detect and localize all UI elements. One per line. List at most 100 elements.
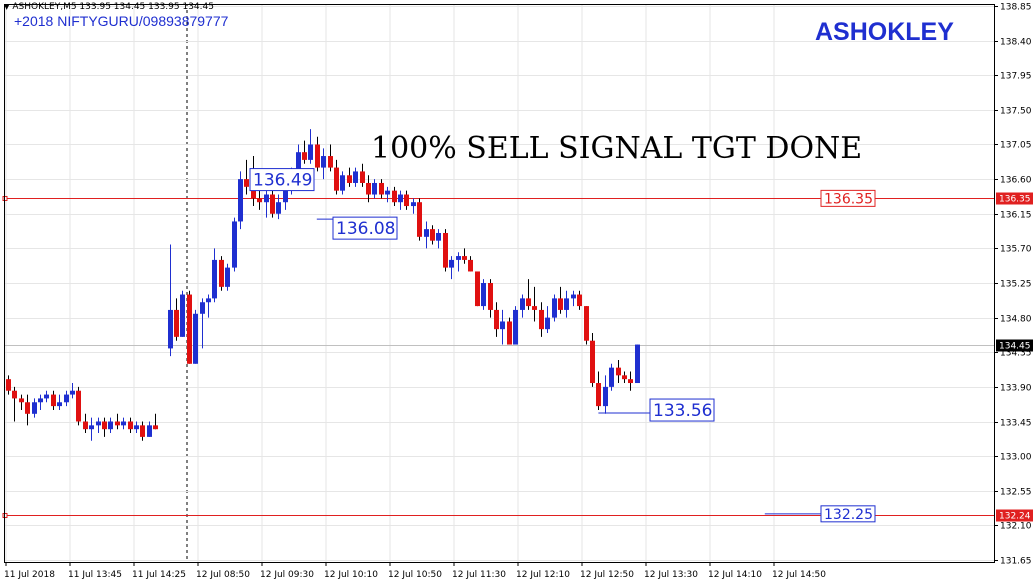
candle-body (417, 202, 422, 237)
candle-body (404, 194, 409, 207)
candle-body (296, 152, 301, 172)
y-tick-label: 137.05 (1000, 141, 1032, 151)
candle-body (115, 421, 120, 426)
candle-body (353, 171, 358, 183)
chart-symbol-title: ASHOKLEY (815, 18, 954, 46)
candle-body (539, 309, 544, 330)
x-tick-label: 11 Jul 2018 (4, 570, 55, 580)
collapse-triangle-icon[interactable]: ▼ (4, 3, 10, 11)
candle-body (168, 309, 173, 349)
x-tick-label: 12 Jul 11:30 (452, 570, 506, 580)
candle-body (70, 390, 75, 395)
y-tick-label: 133.45 (1000, 419, 1032, 429)
candle-body (193, 313, 198, 364)
x-tick-label: 11 Jul 13:45 (68, 570, 122, 580)
y-tick-label: 132.10 (1000, 522, 1032, 532)
candle-body (6, 379, 11, 391)
candle-body (494, 309, 499, 330)
candle-body (430, 229, 435, 241)
y-tick-label: 138.40 (1000, 38, 1032, 48)
candle-body (44, 394, 49, 399)
candle-body (12, 390, 17, 399)
y-tick-label: 132.55 (1000, 488, 1032, 498)
candle-body (283, 190, 288, 203)
x-tick-label: 12 Jul 09:30 (260, 570, 314, 580)
line-price-tag-bg (996, 509, 1033, 522)
plot-frame (4, 4, 995, 563)
candle-body (219, 259, 224, 287)
x-tick-label: 12 Jul 14:10 (708, 570, 762, 580)
y-tick-label: 133.00 (1000, 453, 1032, 463)
x-tick-label: 12 Jul 12:10 (516, 570, 570, 580)
price-label-box (332, 216, 398, 240)
candle-body (398, 194, 403, 203)
candle-body (456, 256, 461, 260)
candle-body (564, 298, 569, 310)
candle-body (526, 298, 531, 307)
candle-body (32, 402, 37, 414)
candle-body (89, 425, 94, 430)
candle-body (411, 202, 416, 207)
candles-layer (6, 129, 640, 441)
symbol-header: ▼ ASHOKLEY,M5 133.95 134.45 133.95 134.45 (4, 2, 214, 12)
candle-body (244, 179, 249, 187)
grid-layer (4, 4, 994, 562)
candle-body (64, 394, 69, 403)
candle-body (128, 421, 133, 430)
candle-body (187, 294, 192, 364)
candle-body (76, 390, 81, 422)
x-tick-label: 11 Jul 14:25 (132, 570, 186, 580)
candle-body (545, 317, 550, 330)
candle-body (257, 198, 262, 203)
candle-body (558, 298, 563, 310)
candle-body (552, 298, 557, 318)
candle-body (238, 179, 243, 222)
axes-layer: 11 Jul 2018 11 Jul 13:45 11 Jul 14:25 12 Ju… (4, 3, 1033, 580)
price-label-box (820, 189, 876, 207)
y-tick-label: 136.15 (1000, 211, 1032, 221)
candle-body (38, 398, 43, 403)
candle-body (315, 144, 320, 168)
candle-body (180, 294, 185, 337)
current-price-tag-bg (996, 339, 1033, 352)
candle-body (622, 375, 627, 380)
symbol-info: ASHOKLEY,M5 133.95 134.45 133.95 134.45 (12, 2, 214, 12)
candle-body (251, 186, 256, 199)
candle-body (379, 182, 384, 195)
x-tick-label: 12 Jul 08:50 (196, 570, 250, 580)
candle-body (392, 190, 397, 203)
candle-body (19, 398, 24, 403)
candle-body (270, 194, 275, 214)
x-tick-label: 12 Jul 10:10 (324, 570, 378, 580)
current-price-tag: 134.45 (999, 342, 1031, 352)
y-tick-label: 137.95 (1000, 72, 1032, 82)
candle-body (96, 421, 101, 426)
price-labels-layer: 136.49 136.08 133.56 136.35 132.25 (249, 168, 876, 523)
watermark-text: +2018 NIFTYGURU/09893879777 (14, 13, 229, 29)
candle-body (328, 156, 333, 168)
signal-annotation: 100% SELL SIGNAL TGT DONE (371, 131, 863, 166)
line-price-tag: 132.24 (999, 512, 1031, 522)
candle-body (577, 294, 582, 307)
y-tick-label: 131.65 (1000, 557, 1032, 567)
candle-body (334, 167, 339, 191)
y-tick-label: 133.90 (1000, 384, 1032, 394)
candle-body (302, 152, 307, 160)
candle-body (475, 271, 480, 307)
candle-body (372, 182, 377, 195)
candle-body (347, 175, 352, 183)
candle-body (225, 267, 230, 287)
price-label-text: 136.08 (336, 219, 395, 239)
candle-body (449, 259, 454, 268)
candle-body (596, 383, 601, 407)
candle-body (584, 306, 589, 341)
candle-body (108, 421, 113, 430)
candle-body (616, 367, 621, 376)
candle-body (308, 144, 313, 160)
candle-body (507, 321, 512, 345)
price-label-text: 132.25 (824, 507, 873, 523)
candle-body (571, 294, 576, 299)
candle-body (635, 344, 640, 384)
candle-body (340, 175, 345, 191)
